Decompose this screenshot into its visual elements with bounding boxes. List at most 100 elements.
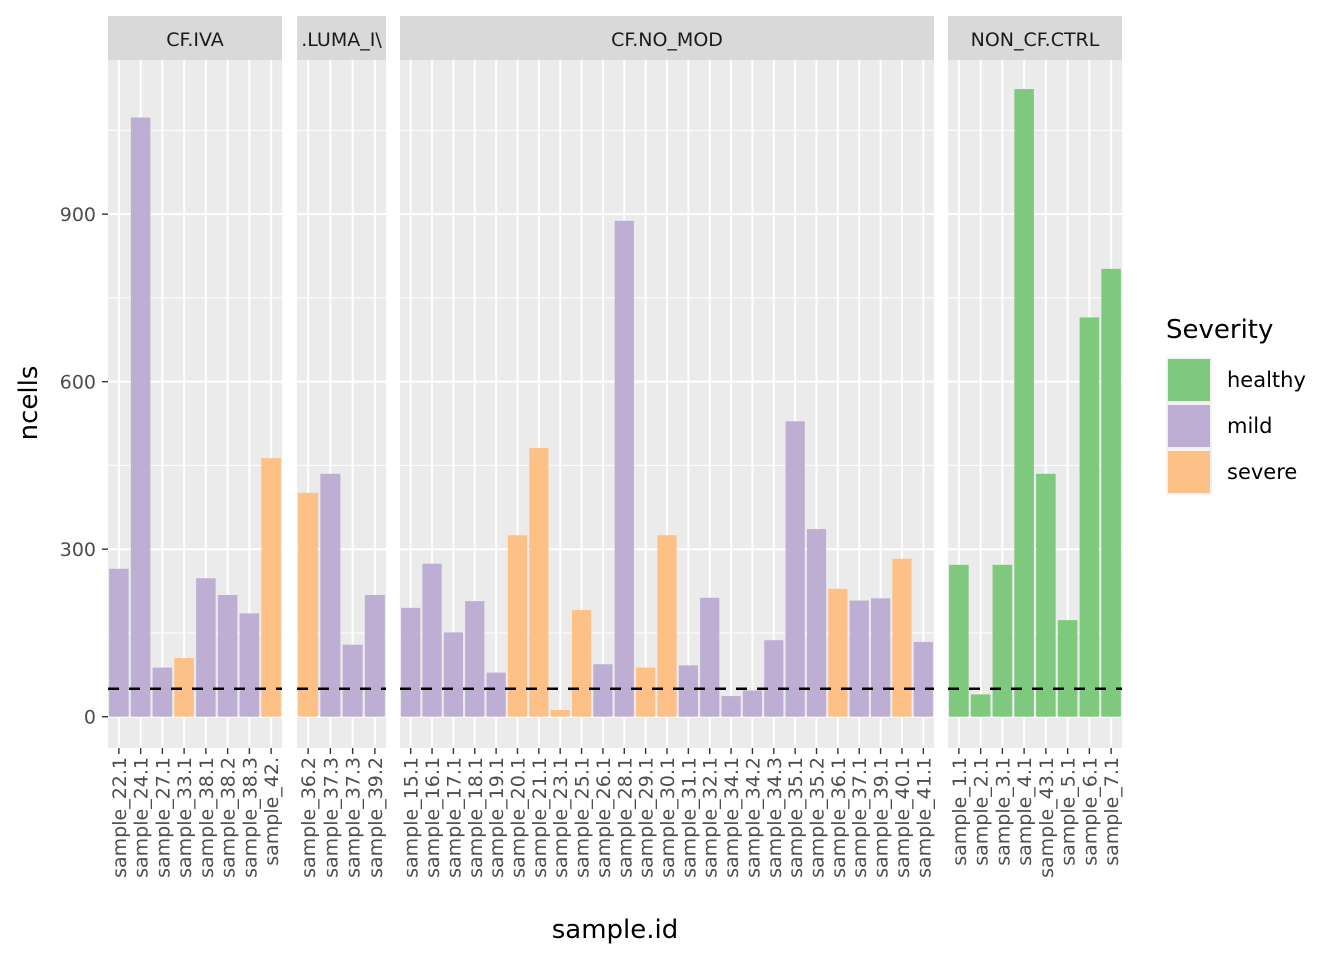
legend-label: healthy (1227, 368, 1306, 392)
bar-sample-41-1 (913, 641, 933, 717)
bar-sample-40-1 (892, 558, 912, 717)
bar-sample-4-1 (1014, 89, 1034, 717)
facet-panel-cf-no-mod: CF.NO_MOD sample_15.1 sample_16.1 sample_17… (400, 16, 935, 878)
facet-panel-cf-luma-iva: .LUMA_I\sample_36.2 sample_37.3 sample_37.… (297, 16, 387, 878)
x-tick-label: sample_43.1 (1036, 757, 1058, 878)
legend-key-swatch (1168, 405, 1210, 447)
facet-strip (400, 16, 934, 60)
bar-sample-33-1 (174, 658, 194, 717)
x-tick-label: sample_4.1 (1014, 757, 1036, 866)
legend-item-mild: mild (1166, 403, 1272, 449)
bar-sample-34-3 (764, 640, 784, 717)
x-tick-label: sample_34.2 (742, 757, 764, 878)
bar-sample-22-1 (109, 568, 129, 717)
x-tick-label: sample_38.3 (239, 757, 261, 878)
bar-sample-6-1 (1079, 317, 1100, 717)
x-tick-label: sample_35.2 (807, 757, 829, 878)
bar-sample-19-1 (486, 672, 506, 717)
bar-sample-42-1 (261, 458, 281, 717)
x-tick-label: sample_39.2 (365, 757, 387, 878)
bar-sample-35-2 (806, 529, 827, 717)
bar-sample-24-1 (130, 117, 151, 717)
facet-strip (948, 16, 1122, 60)
x-tick-label: sample_7.1 (1101, 757, 1123, 866)
x-tick-label: sample_24.1 (131, 757, 153, 878)
x-tick-label: sample_40.1 (892, 757, 914, 878)
x-tick-label: sample_37.1 (849, 757, 871, 878)
x-tick-label: sample_39.1 (871, 757, 893, 878)
y-tick-label: 0 (84, 707, 96, 729)
bar-sample-29-1 (636, 667, 656, 717)
x-tick-label: sample_38.1 (196, 757, 218, 878)
y-tick-label: 600 (60, 372, 96, 394)
x-tick-label: sample_20.1 (507, 757, 529, 878)
legend-item-healthy: healthy (1166, 357, 1306, 403)
x-tick-label: sample_17.1 (443, 757, 465, 878)
bar-sample-34-2 (742, 690, 763, 717)
bar-sample-5-1 (1057, 620, 1078, 717)
bar-sample-30-1 (657, 535, 677, 717)
x-tick-label: sample_36.1 (828, 757, 850, 878)
x-tick-label: sample_29.1 (636, 757, 658, 878)
x-tick-label: sample_2.1 (971, 757, 993, 866)
bar-sample-23-1 (550, 710, 570, 717)
x-axis-title: sample.id (552, 915, 679, 945)
bar-sample-43-1 (1036, 473, 1056, 717)
x-tick-label: sample_19.1 (486, 757, 508, 878)
x-tick-label: sample_37.3 (320, 757, 342, 878)
bar-sample-34-1 (721, 696, 741, 717)
x-tick-label: sample_21.1 (529, 757, 551, 878)
bar-sample-37-1 (849, 600, 869, 717)
bar-sample-25-1 (571, 610, 592, 717)
bar-sample-39-2 (364, 594, 385, 717)
x-tick-label: sample_41.1 (913, 757, 935, 878)
legend-key-swatch (1168, 359, 1210, 401)
legend-item-severe: severe (1166, 449, 1297, 495)
facet-strip-label: CF.NO_MOD (611, 29, 723, 51)
x-tick-label: sample_34.1 (721, 757, 743, 878)
bar-sample-38-3 (239, 613, 260, 717)
bar-sample-37-3 (320, 473, 341, 717)
x-tick-label: sample_32.1 (700, 757, 722, 878)
x-tick-label: sample_26.1 (593, 757, 615, 878)
x-tick-label: sample_18.1 (465, 757, 487, 878)
bar-sample-32-1 (700, 597, 720, 717)
x-tick-label: sample_33.1 (174, 757, 196, 878)
legend-key-swatch (1168, 451, 1210, 493)
bar-sample-38-1 (196, 578, 216, 717)
y-axis-title: ncells (14, 366, 44, 441)
bar-sample-39-1 (870, 598, 891, 717)
facet-strip (297, 16, 386, 60)
y-tick-label: 300 (60, 539, 96, 561)
bar-sample-36-2 (298, 492, 319, 717)
x-tick-label: sample_30.1 (657, 757, 679, 878)
x-tick-label: sample_15.1 (401, 757, 423, 878)
x-tick-label: sample_38.2 (218, 757, 240, 878)
bar-sample-35-1 (785, 421, 805, 717)
bar-sample-7-1 (1101, 268, 1121, 717)
x-tick-label: sample_25.1 (572, 757, 594, 878)
bar-sample-17-1 (443, 632, 464, 717)
x-tick-label: sample_5.1 (1058, 757, 1080, 866)
bar-sample-20-1 (507, 535, 528, 717)
facet-panel-non-cf-ctrl: NON_CF.CTRL sample_1.1 sample_2.1 sample_3.… (948, 16, 1123, 878)
x-tick-label: sample_42. (261, 757, 283, 866)
x-tick-label: sample_36.2 (298, 757, 320, 878)
bar-sample-26-1 (593, 664, 613, 717)
x-tick-label: sample_16.1 (422, 757, 444, 878)
y-tick-label: 900 (60, 204, 96, 226)
bar-sample-3-1 (992, 564, 1013, 717)
legend-label: mild (1227, 414, 1272, 438)
bar-sample-37-3 (342, 644, 363, 717)
x-tick-label: sample_22.1 (109, 757, 131, 878)
facet-strip-label: .LUMA_I\ (301, 29, 382, 51)
bar-sample-21-1 (529, 448, 549, 717)
x-tick-label: sample_3.1 (992, 757, 1014, 866)
x-tick-label: sample_1.1 (949, 757, 971, 866)
bar-sample-16-1 (422, 563, 442, 717)
x-tick-label: sample_28.1 (614, 757, 636, 878)
bar-sample-2-1 (970, 694, 991, 717)
